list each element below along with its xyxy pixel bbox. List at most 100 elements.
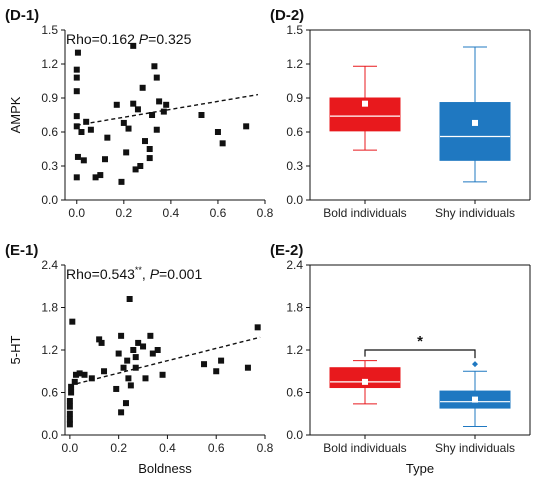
significance-star: * [417,333,423,350]
data-point [118,178,125,185]
data-point [139,84,146,91]
x-tick-label: 0.6 [208,441,225,455]
data-point [115,350,122,357]
p-value: =0.325 [148,31,191,47]
data-point [118,332,125,339]
data-point [73,174,80,181]
y-tick-label: 1.8 [286,301,303,315]
data-point [132,364,139,371]
data-point [132,166,139,173]
data-point [113,385,120,392]
trend-line [76,93,259,126]
data-point [142,375,149,382]
data-point [120,364,127,371]
data-point [66,403,73,410]
outlier-point [472,361,478,368]
data-point [96,336,103,343]
x-tick-label: 0.8 [257,206,274,220]
p-value: =0.001 [159,266,202,282]
data-point [125,125,132,132]
data-point [81,371,88,378]
data-point [118,409,125,416]
x-tick-label: 0.6 [210,206,227,220]
panel-label: (E-1) [5,242,38,259]
data-point [154,347,161,353]
data-point [147,332,154,339]
p-symbol: P [139,31,149,47]
x-tick-label: 0.4 [159,441,176,455]
data-point [104,134,111,141]
y-tick-label: 1.2 [41,343,58,357]
y-tick-label: 0.0 [41,428,58,442]
comma: , [142,266,150,282]
data-point [149,350,156,357]
data-point [125,375,132,382]
data-point [120,119,127,126]
panel-label: (D-2) [270,7,304,24]
y-tick-label: 1.2 [41,57,58,71]
y-tick-label: 2.4 [41,258,58,272]
x-tick-label: 0.2 [110,441,127,455]
x-tick-label: 0.0 [62,441,79,455]
y-tick-label: 1.2 [286,343,303,357]
panel-label: (D-1) [5,7,39,24]
x-tick-label: 0.4 [163,206,180,220]
y-axis-label: AMPK [8,96,23,133]
data-point [87,126,94,133]
mean-marker [362,378,368,385]
data-point [201,361,208,368]
correlation-annotation: Rho=0.162 P=0.325 [66,31,192,47]
data-point [73,113,80,120]
y-tick-label: 0.3 [41,159,58,173]
data-point [151,63,158,70]
data-point [218,357,225,364]
y-tick-label: 1.5 [286,23,303,37]
mean-marker [472,119,478,126]
mean-marker [362,100,368,107]
y-tick-label: 0.6 [41,386,58,400]
x-tick-label: 0.8 [257,441,274,455]
rho-value: Rho=0.543 [66,266,135,282]
data-point [98,339,105,346]
data-point [101,368,108,375]
data-point [153,74,160,81]
data-point [88,375,95,382]
data-point [71,378,78,385]
significance-superscript: ** [135,265,143,275]
data-point [68,383,75,390]
data-point [126,296,133,302]
data-point [214,129,221,135]
data-point [254,324,261,331]
data-point [159,371,166,378]
data-point [149,112,156,118]
data-point [130,42,137,49]
y-tick-label: 0.0 [41,193,58,207]
data-point [68,389,75,396]
data-point [244,364,251,371]
y-tick-label: 0.9 [286,91,303,105]
trend-line [69,336,261,387]
data-point [163,101,170,108]
data-point [142,138,148,145]
data-point [153,126,160,133]
x-tick-label: 0.0 [68,206,85,220]
data-point [74,49,81,56]
data-point [92,174,99,181]
data-point [73,66,80,73]
mean-marker [472,396,478,403]
correlation-annotation: Rho=0.543**, P=0.001 [66,265,202,282]
data-point [124,357,131,364]
data-point [130,347,137,353]
data-point [132,354,139,361]
data-point [122,400,129,407]
data-point [72,371,79,378]
data-point [102,156,108,163]
box [439,102,511,161]
box [329,367,401,389]
data-point [137,163,144,169]
data-point [198,112,205,118]
data-point [156,98,163,105]
data-point [123,149,130,156]
y-tick-label: 0.0 [286,428,303,442]
